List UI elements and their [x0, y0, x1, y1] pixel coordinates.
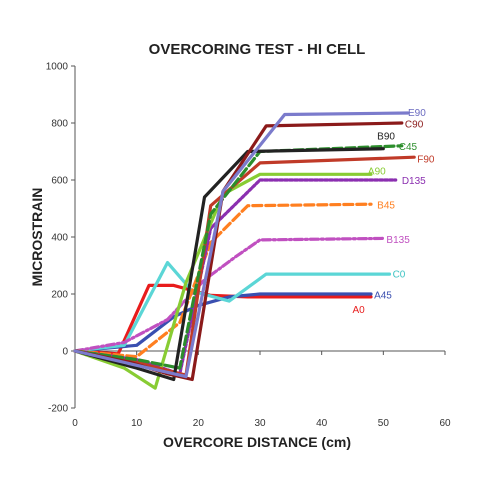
series-label-b135: B135 [386, 235, 410, 246]
axes: -200 0 200 400 600 800 1000 0 10 20 30 40 50 60 [46, 62, 451, 430]
y-tick-label: 600 [51, 176, 68, 187]
series-line-a45 [73, 292, 373, 353]
series-line-c0 [73, 261, 392, 353]
y-tick-label: 1000 [46, 62, 69, 73]
x-tick-label: 0 [72, 418, 78, 429]
x-tick-label: 40 [316, 418, 328, 429]
series-line-a90 [73, 172, 373, 390]
y-tick-label: 200 [51, 290, 68, 301]
y-axis-title: MICROSTRAIN [29, 188, 45, 287]
x-tick-label: 10 [131, 418, 143, 429]
series-label-a45: A45 [374, 290, 392, 301]
series-label-c90: C90 [405, 119, 424, 130]
series-line-e90 [73, 111, 410, 379]
series-label-b90: B90 [377, 132, 395, 143]
x-tick-label: 50 [378, 418, 390, 429]
series-label-b45: B45 [377, 201, 395, 212]
y-tick-label: 400 [51, 233, 68, 244]
series-label-f90: F90 [417, 154, 435, 165]
series-line-b45 [73, 202, 373, 359]
series-layer [73, 111, 416, 390]
chart-title: OVERCORING TEST - HI CELL [149, 41, 366, 58]
y-tick-label: -200 [48, 404, 68, 415]
x-tick-label: 20 [193, 418, 205, 429]
x-tick-label: 60 [439, 418, 451, 429]
series-label-a0: A0 [353, 305, 366, 316]
series-label-e90: E90 [408, 108, 426, 119]
y-tick-label: 0 [62, 347, 68, 358]
series-line-b90 [73, 147, 385, 382]
y-tick-label: 800 [51, 119, 68, 130]
x-tick-label: 30 [254, 418, 266, 429]
series-label-c45: C45 [399, 142, 418, 153]
x-axis-title: OVERCORE DISTANCE (cm) [163, 434, 351, 450]
series-label-d135: D135 [402, 176, 426, 187]
series-label-a90: A90 [368, 166, 386, 177]
series-label-c0: C0 [393, 270, 406, 281]
